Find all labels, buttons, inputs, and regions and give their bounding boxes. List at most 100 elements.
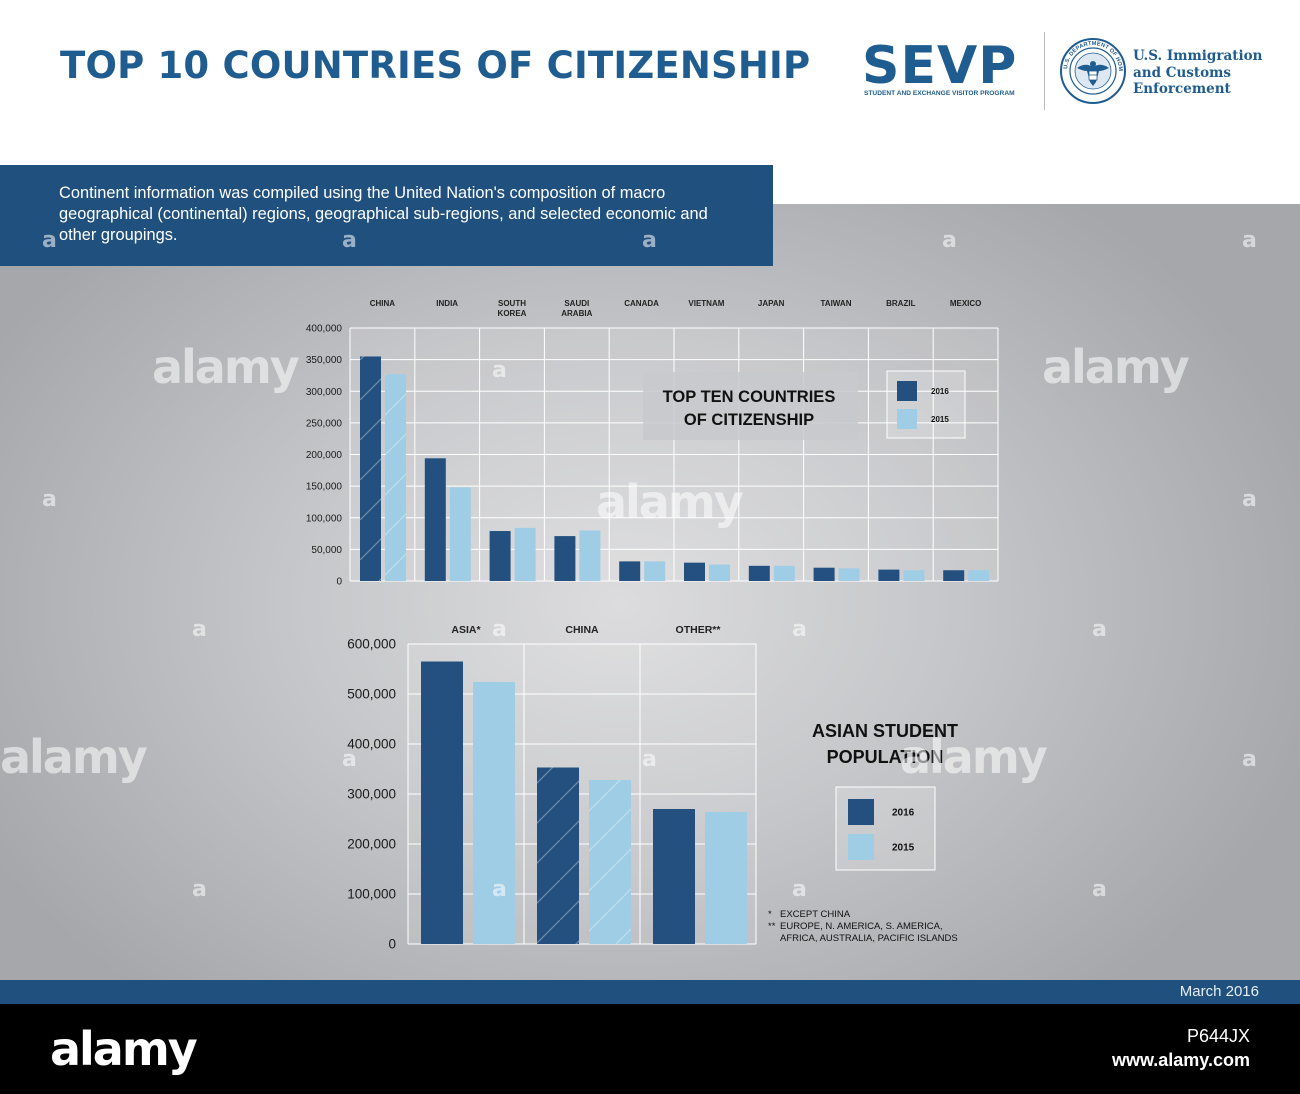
stock-image-id: P644JX [1186,1026,1250,1046]
watermark-letter: a [42,228,57,253]
ice-logo-line: and Customs [1133,64,1231,81]
bar-2015 [579,530,601,581]
bar-2016 [748,565,770,581]
chart-title: TOP TEN COUNTRIES [663,388,836,406]
footer-date: March 2016 [1179,983,1259,1000]
category-label: INDIA [436,299,458,308]
y-tick-label: 100,000 [306,513,343,524]
watermark-letter: a [792,617,807,642]
y-tick-label: 150,000 [306,482,343,493]
y-tick-label: 400,000 [306,324,343,335]
category-label: VIETNAM [688,299,724,308]
footnote-text: AFRICA, AUSTRALIA, PACIFIC ISLANDS [780,933,958,944]
legend-label: 2015 [931,415,949,424]
bar-2016 [424,458,446,581]
bar-2015 [968,570,990,581]
bar-2015 [644,561,666,581]
chart-background [0,204,1300,980]
watermark-letter: a [792,877,807,902]
stock-logo: alamy [50,1022,198,1076]
footer-bar: March 2016 [0,980,1300,1004]
sevp-logo-wordmark: SEVP [862,36,1018,96]
watermark-letter: a [642,747,657,772]
y-tick-label: 0 [388,937,396,952]
y-tick-label: 400,000 [347,737,396,752]
y-tick-label: 300,000 [306,387,343,398]
page-title: TOP 10 COUNTRIES OF CITIZENSHIP [60,44,811,87]
y-tick-label: 600,000 [347,637,396,652]
watermark-letter: a [1242,228,1257,253]
chart-title-box [643,372,858,440]
bar-2016 [813,567,835,581]
bar-2016 [653,809,695,944]
sevp-logo-subtitle: STUDENT AND EXCHANGE VISITOR PROGRAM [864,90,1015,97]
watermark-word: alamy [152,340,300,394]
footnote-mark: ** [768,921,776,932]
watermark-letter: a [1242,747,1257,772]
chart-title: OF CITIZENSHIP [684,411,814,429]
bar-2016 [619,561,641,581]
footnote-text: EXCEPT CHINA [780,909,851,920]
ice-logo-line: Enforcement [1133,81,1231,97]
stock-bar: alamy P644JX www.alamy.com [0,1004,1300,1094]
stock-url[interactable]: www.alamy.com [1111,1050,1250,1070]
category-label: CHINA [370,299,396,308]
watermark-word: alamy [900,730,1048,784]
y-tick-label: 300,000 [347,787,396,802]
watermark-letter: a [492,877,507,902]
watermark-letter: a [192,877,207,902]
legend-label: 2016 [931,387,949,396]
category-label: JAPAN [758,299,785,308]
y-tick-label: 200,000 [347,837,396,852]
footnote-text: EUROPE, N. AMERICA, S. AMERICA, [780,921,943,932]
category-label: OTHER** [676,624,722,636]
sevp-logo: SEVP STUDENT AND EXCHANGE VISITOR PROGRA… [862,36,1024,102]
watermark-letter: a [1242,487,1257,512]
category-label: BRAZIL [886,299,915,308]
legend-swatch-2016 [848,799,874,825]
y-tick-label: 250,000 [306,418,343,429]
bar-hatch [360,356,381,581]
watermark-word: alamy [1042,340,1190,394]
y-tick-label: 500,000 [347,687,396,702]
category-label: SOUTH [498,299,526,308]
legend-label: 2015 [892,843,915,854]
watermark-letter: a [642,228,657,253]
bar-2016 [421,661,463,944]
logo-divider [1044,32,1045,110]
watermark-word: alamy [596,475,744,529]
bar-hatch [385,374,406,581]
category-label: SAUDI [564,299,589,308]
bar-2016 [684,562,705,581]
y-tick-label: 50,000 [311,545,342,556]
dhs-seal-icon: U.S. DEPARTMENT OF HOMELAND SECURITY [1060,38,1126,104]
legend-swatch-2016 [897,381,917,401]
legend-swatch-2015 [897,409,917,429]
bar-2015 [514,527,536,581]
bar-hatch [589,780,631,944]
bar-2016 [489,531,511,581]
chart-title: ASIAN STUDENT [812,721,958,741]
bar-2016 [554,536,576,581]
watermark-letter: a [342,747,357,772]
category-label: CHINA [565,624,599,636]
bar-2016 [943,570,965,581]
bar-2015 [449,487,471,581]
ice-logo-text: U.S. Immigration and Customs Enforcement [1133,48,1262,98]
y-tick-label: 350,000 [306,355,343,366]
bar-2015 [838,568,860,581]
note-banner: Continent information was compiled using… [0,165,773,266]
watermark-letter: a [1092,617,1107,642]
y-tick-label: 100,000 [347,887,396,902]
bar-2015 [473,682,515,944]
category-label: MEXICO [950,299,982,308]
y-tick-label: 200,000 [306,450,343,461]
category-label: ARABIA [561,309,592,318]
ice-logo-line: U.S. Immigration [1133,48,1263,64]
watermark-letter: a [492,358,507,383]
chart-title: POPULATION [827,747,944,767]
watermark-letter: a [1092,877,1107,902]
watermark-letter: a [42,487,57,512]
watermark-letter: a [342,228,357,253]
